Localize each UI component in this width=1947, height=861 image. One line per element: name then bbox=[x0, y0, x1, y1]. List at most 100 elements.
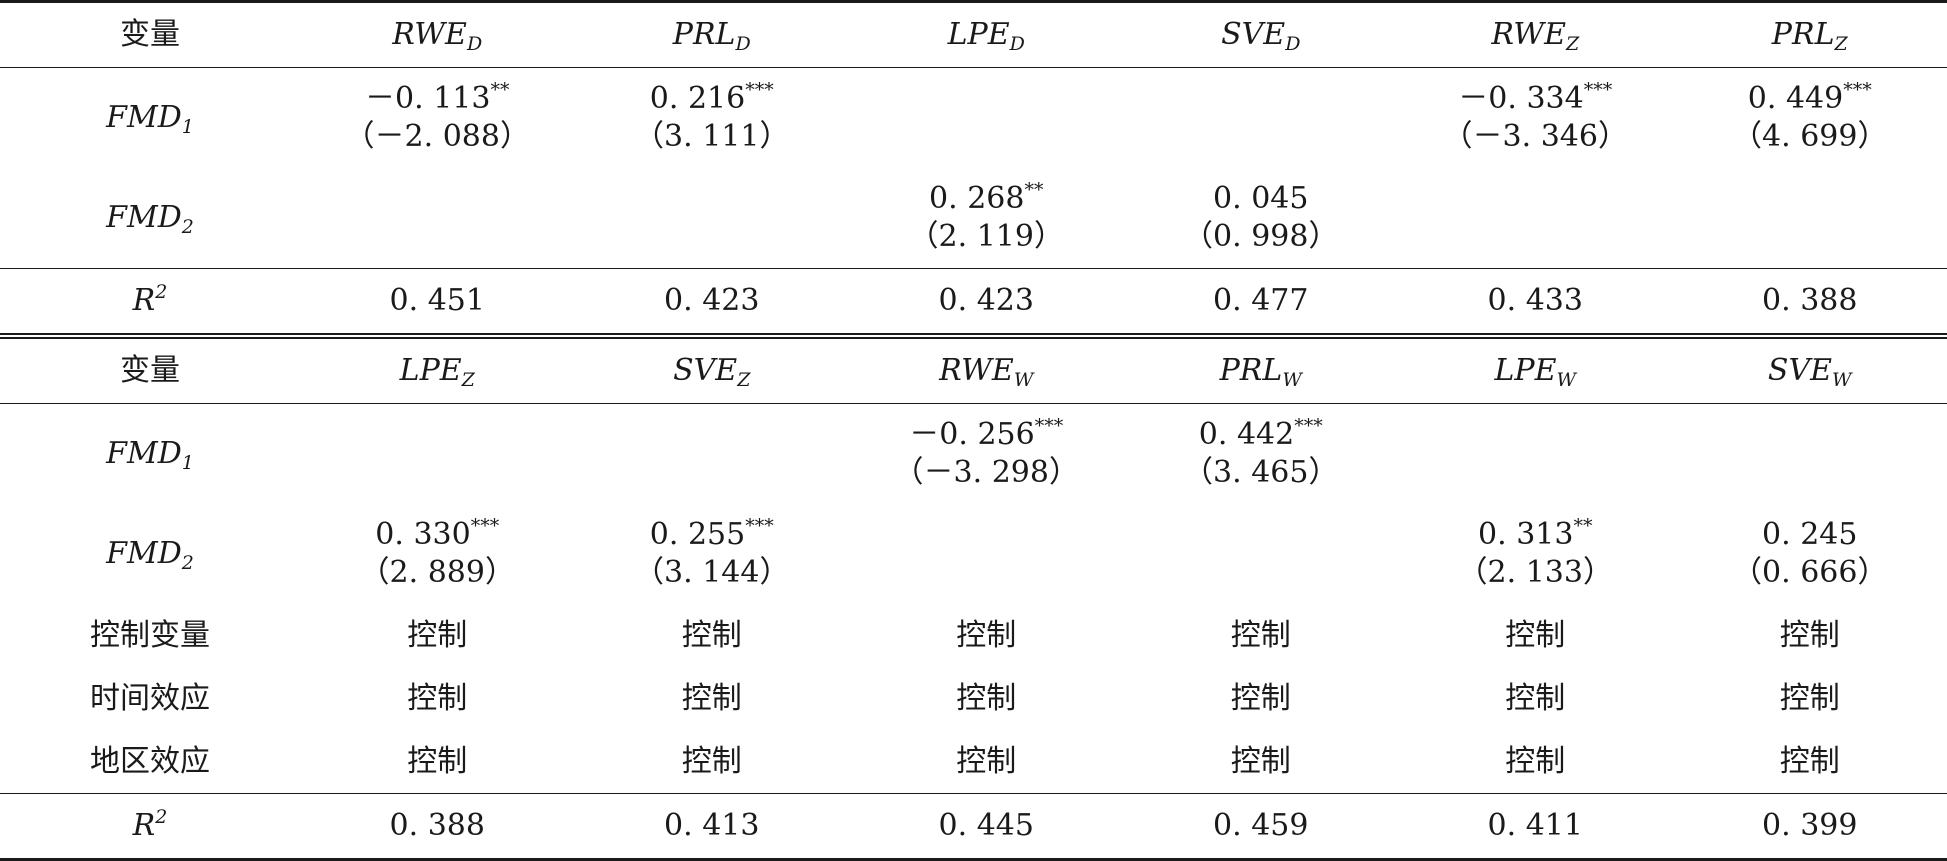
r-squared-value: 0. 445 bbox=[849, 794, 1124, 860]
coefficient-value: 0. 045 bbox=[1213, 181, 1308, 216]
t-statistic: （2. 889） bbox=[300, 554, 575, 592]
significance-stars: *** bbox=[745, 515, 774, 537]
r-squared-value: 0. 451 bbox=[300, 269, 575, 337]
significance-stars: *** bbox=[471, 515, 500, 537]
coefficient-value: －0. 113 bbox=[365, 81, 490, 116]
header-subscript: W bbox=[1014, 369, 1034, 391]
control-cell: 控制 bbox=[1673, 667, 1947, 730]
column-header: RWED bbox=[300, 2, 575, 68]
row-label-text: FMD bbox=[106, 100, 182, 135]
control-row: 时间效应控制控制控制控制控制控制 bbox=[0, 667, 1947, 730]
column-header: PRLW bbox=[1124, 336, 1399, 404]
r-squared-value: 0. 477 bbox=[1124, 269, 1399, 337]
coefficient-row: FMD1－0. 113**（－2. 088）0. 216***（3. 111）－… bbox=[0, 68, 1947, 169]
significance-stars: ** bbox=[490, 79, 509, 101]
t-statistic: （3. 111） bbox=[575, 118, 850, 156]
control-row: 控制变量控制控制控制控制控制控制 bbox=[0, 604, 1947, 667]
r-squared-label-text: R bbox=[133, 283, 156, 318]
header-subscript: W bbox=[1832, 369, 1852, 391]
control-label: 地区效应 bbox=[0, 730, 300, 794]
t-statistic: （3. 465） bbox=[1124, 454, 1399, 492]
coefficient-cell bbox=[575, 404, 850, 505]
coefficient-value: 0. 255 bbox=[650, 517, 745, 552]
coefficient-value-line: －0. 256*** bbox=[849, 416, 1124, 454]
header-text: PRL bbox=[1220, 353, 1283, 388]
t-statistic: （4. 699） bbox=[1673, 118, 1947, 156]
t-statistic: （0. 998） bbox=[1124, 218, 1399, 256]
r-squared-label-text: R bbox=[133, 808, 156, 843]
r-squared-label: R2 bbox=[0, 794, 300, 860]
header-subscript: W bbox=[1282, 369, 1302, 391]
coefficient-cell: －0. 113**（－2. 088） bbox=[300, 68, 575, 169]
column-header: SVED bbox=[1124, 2, 1399, 68]
coefficient-value: 0. 449 bbox=[1748, 81, 1843, 116]
significance-stars: *** bbox=[1584, 79, 1613, 101]
row-label-subscript: 1 bbox=[182, 116, 194, 138]
coefficient-value: －0. 334 bbox=[1458, 81, 1583, 116]
column-header: LPEW bbox=[1398, 336, 1673, 404]
header-subscript: Z bbox=[462, 369, 475, 391]
r-squared-value: 0. 411 bbox=[1398, 794, 1673, 860]
significance-stars: ** bbox=[1573, 515, 1592, 537]
control-cell: 控制 bbox=[1398, 730, 1673, 794]
header-text: 变量 bbox=[120, 17, 180, 52]
row-label-text: FMD bbox=[106, 536, 182, 571]
header-text: SVE bbox=[1768, 353, 1832, 388]
coefficient-cell bbox=[300, 168, 575, 269]
coefficient-cell bbox=[1398, 404, 1673, 505]
control-cell: 控制 bbox=[1124, 730, 1399, 794]
coefficient-cell: 0. 330***（2. 889） bbox=[300, 504, 575, 604]
r-squared-value: 0. 388 bbox=[300, 794, 575, 860]
r-squared-value: 0. 459 bbox=[1124, 794, 1399, 860]
t-statistic: （2. 133） bbox=[1398, 554, 1673, 592]
coefficient-value-line: 0. 216*** bbox=[575, 80, 850, 118]
header-text: SVE bbox=[673, 353, 737, 388]
t-statistic: （3. 144） bbox=[575, 554, 850, 592]
r-squared-value: 0. 433 bbox=[1398, 269, 1673, 337]
control-cell: 控制 bbox=[849, 667, 1124, 730]
row-label: FMD2 bbox=[0, 504, 300, 604]
coefficient-cell bbox=[849, 504, 1124, 604]
coefficient-value: 0. 245 bbox=[1762, 517, 1857, 552]
control-cell: 控制 bbox=[1398, 604, 1673, 667]
coefficient-value-line: 0. 330*** bbox=[300, 516, 575, 554]
row-label-subscript: 2 bbox=[182, 552, 194, 574]
control-label: 时间效应 bbox=[0, 667, 300, 730]
control-cell: 控制 bbox=[300, 667, 575, 730]
row-label: FMD2 bbox=[0, 168, 300, 269]
significance-stars: *** bbox=[1294, 415, 1323, 437]
control-cell: 控制 bbox=[575, 667, 850, 730]
header-subscript: Z bbox=[737, 369, 750, 391]
coefficient-cell: 0. 216***（3. 111） bbox=[575, 68, 850, 169]
header-text: RWE bbox=[1491, 17, 1566, 52]
control-cell: 控制 bbox=[300, 730, 575, 794]
control-cell: 控制 bbox=[849, 730, 1124, 794]
coefficient-cell bbox=[1124, 504, 1399, 604]
header-text: LPE bbox=[400, 353, 462, 388]
coefficient-cell: －0. 334***（－3. 346） bbox=[1398, 68, 1673, 169]
column-header: SVEZ bbox=[575, 336, 850, 404]
coefficient-value-line: 0. 313** bbox=[1398, 516, 1673, 554]
t-statistic: （－3. 298） bbox=[849, 454, 1124, 492]
header-text: PRL bbox=[1772, 17, 1835, 52]
header-text: RWE bbox=[939, 353, 1014, 388]
coefficient-cell: 0. 442***（3. 465） bbox=[1124, 404, 1399, 505]
control-cell: 控制 bbox=[1124, 604, 1399, 667]
header-subscript: Z bbox=[1835, 33, 1848, 55]
column-header: PRLD bbox=[575, 2, 850, 68]
coefficient-value-line: 0. 245 bbox=[1673, 516, 1947, 554]
header-subscript: Z bbox=[1566, 33, 1579, 55]
r-squared-value: 0. 423 bbox=[575, 269, 850, 337]
coefficient-value-line: 0. 255*** bbox=[575, 516, 850, 554]
column-header: RWEZ bbox=[1398, 2, 1673, 68]
coefficient-cell bbox=[849, 68, 1124, 169]
control-cell: 控制 bbox=[1673, 604, 1947, 667]
control-cell: 控制 bbox=[300, 604, 575, 667]
coefficient-value: －0. 256 bbox=[909, 417, 1034, 452]
control-cell: 控制 bbox=[1673, 730, 1947, 794]
coefficient-cell bbox=[1673, 404, 1947, 505]
coefficient-value: 0. 216 bbox=[650, 81, 745, 116]
